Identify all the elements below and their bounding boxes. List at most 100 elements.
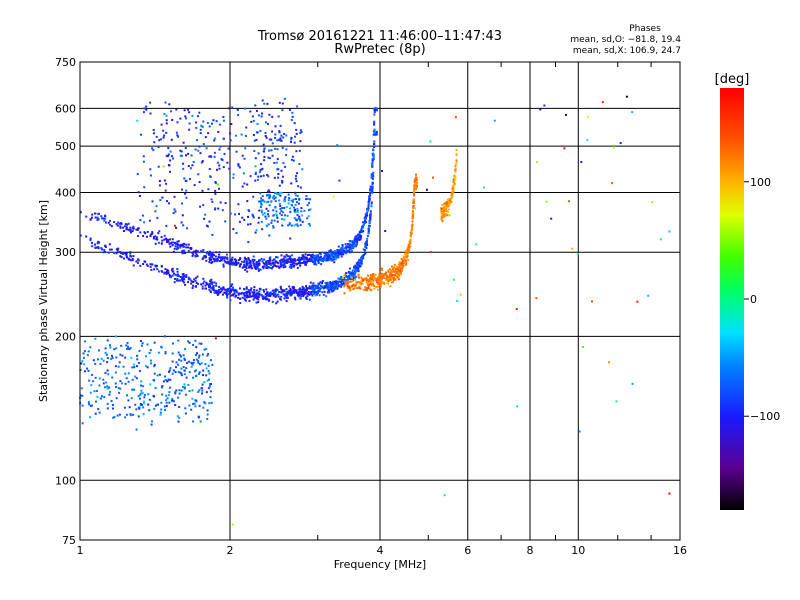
data-point [323,255,326,258]
data-point [271,259,274,262]
data-point [244,107,247,110]
data-point [318,256,321,259]
data-point [369,281,372,284]
data-point [535,161,538,163]
data-point [274,260,277,263]
data-point [184,283,187,286]
data-point [171,267,174,270]
data-point [236,109,239,111]
data-point [370,174,373,177]
data-point [301,168,304,171]
data-point [275,213,278,216]
data-point [268,261,271,264]
data-point [156,264,158,267]
data-point [208,385,211,388]
data-point [259,206,262,208]
data-point [398,266,401,268]
data-point [305,286,308,289]
data-point [223,257,226,260]
data-point [396,265,399,268]
data-point [331,255,334,258]
data-point [363,278,366,281]
data-point [300,293,303,296]
data-point [120,222,123,225]
data-point [297,202,300,205]
data-point [264,263,267,266]
data-point [194,354,197,356]
data-point [273,219,276,222]
data-point [338,179,341,182]
data-point [198,371,201,374]
data-point [203,401,206,404]
data-point [251,115,254,118]
data-point [265,201,268,204]
data-point [279,285,282,288]
data-point [355,266,358,269]
data-point [113,252,116,255]
data-point [184,348,187,351]
data-point [288,223,291,226]
data-point [229,139,232,142]
data-point [200,161,203,164]
data-point [161,239,164,242]
data-point [385,274,388,277]
data-point [302,257,305,260]
data-point [134,375,137,378]
data-point [324,286,326,289]
data-point [326,281,328,284]
data-point [177,371,180,373]
data-point [309,224,311,227]
data-point [200,283,203,286]
data-point [124,356,127,359]
data-point [247,289,250,292]
data-point [106,339,109,342]
data-point [137,406,140,409]
data-point [330,250,333,253]
data-point [290,203,293,206]
data-point [154,242,157,245]
data-point [273,197,276,200]
data-point [235,291,238,294]
data-point [255,261,258,264]
data-point [390,276,393,279]
data-point [203,255,206,258]
data-point [399,266,402,269]
data-point [392,279,395,281]
data-point [289,293,292,296]
data-point [208,372,211,375]
data-point [355,287,358,290]
data-point [345,275,348,277]
data-point [214,207,217,210]
data-point [174,224,176,227]
data-point [314,260,317,263]
data-point [200,250,203,253]
data-point [282,266,285,269]
data-point [289,258,292,261]
data-point [349,243,352,246]
data-point [300,257,303,260]
data-point [88,403,90,406]
data-point [393,274,396,277]
data-point [202,406,205,409]
data-point [322,293,325,296]
data-point [334,286,337,289]
data-point [367,232,370,235]
data-point [360,235,363,238]
data-point [89,404,92,407]
data-point [380,280,383,283]
data-point [371,281,374,284]
data-point [232,263,235,266]
data-point [156,374,159,377]
data-point [173,272,175,275]
data-point [314,285,317,288]
data-point [347,246,350,249]
data-point [415,180,418,183]
data-point [112,407,114,410]
data-point [222,263,225,266]
data-point [362,221,365,224]
data-point [370,202,373,205]
data-point [358,264,361,267]
data-point [123,225,126,228]
data-point [377,285,380,288]
data-point [194,399,197,402]
